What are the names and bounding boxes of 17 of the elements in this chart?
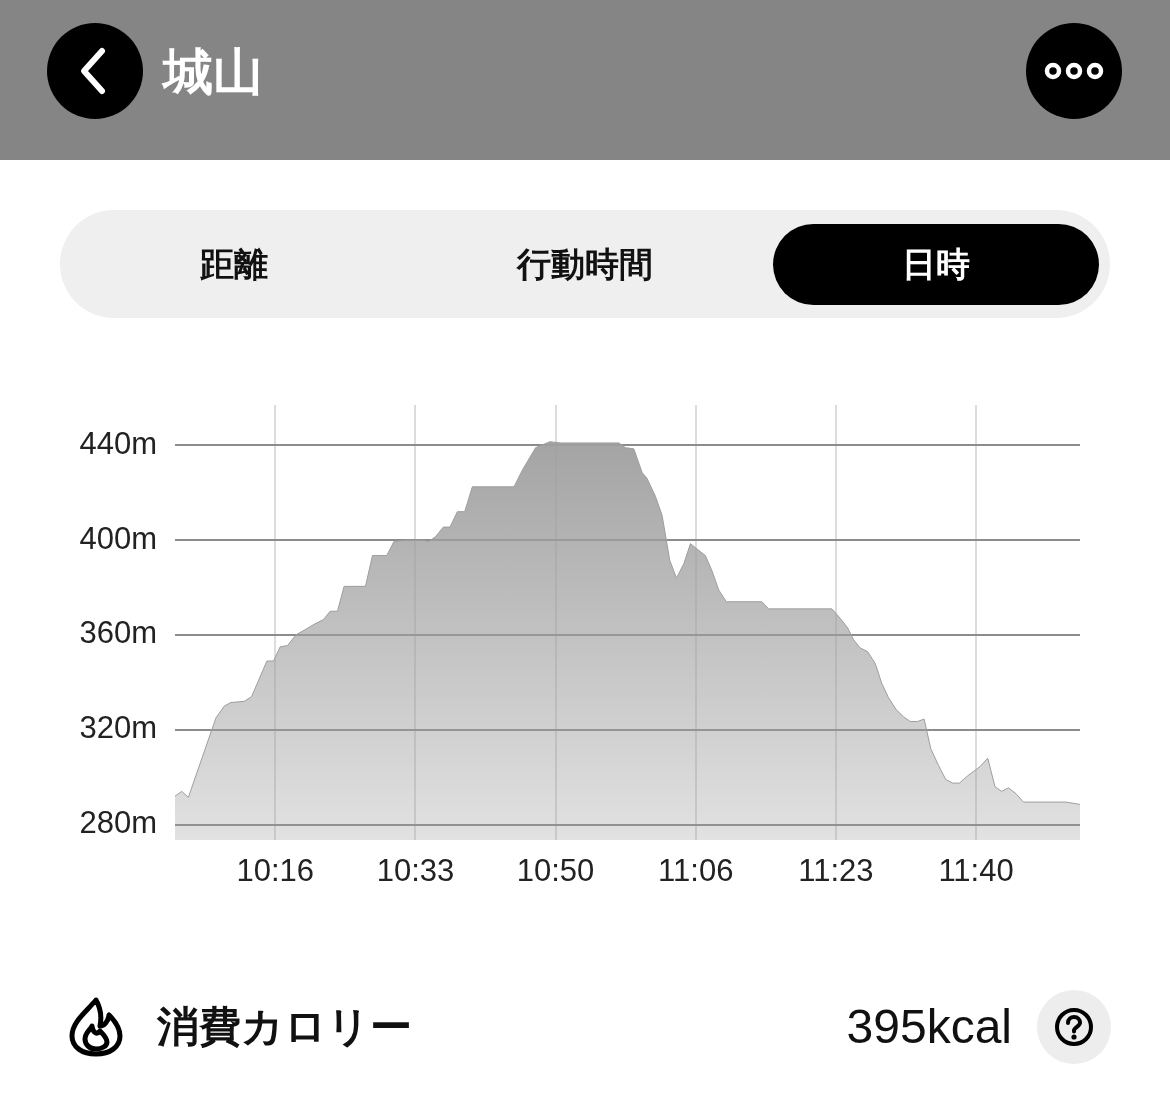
y-tick-label: 400m xyxy=(79,520,157,556)
text: 395kcal xyxy=(846,999,1012,1055)
x-tick-label: 10:33 xyxy=(376,853,455,889)
header-bar: 城山 xyxy=(0,0,1170,160)
text: 消費カロリー xyxy=(157,1002,412,1052)
chart-title: 城山 xyxy=(163,43,263,102)
y-tick-label: 280m xyxy=(79,805,157,841)
x-tick-label: 10:50 xyxy=(516,853,595,889)
selected-tab: 日時 xyxy=(773,224,1099,305)
x-tick-label: 11:23 xyxy=(798,853,874,889)
y-tick-label: 320m xyxy=(79,710,157,746)
segmented-control: 距離 行動時間 日時 xyxy=(60,210,1110,318)
x-tick-label: 11:40 xyxy=(938,853,1014,889)
y-tick-label: 440m xyxy=(79,425,157,461)
x-tick-label: 10:16 xyxy=(236,853,314,889)
x-tick-label: 11:06 xyxy=(658,853,734,889)
y-tick-label: 360m xyxy=(79,615,157,651)
